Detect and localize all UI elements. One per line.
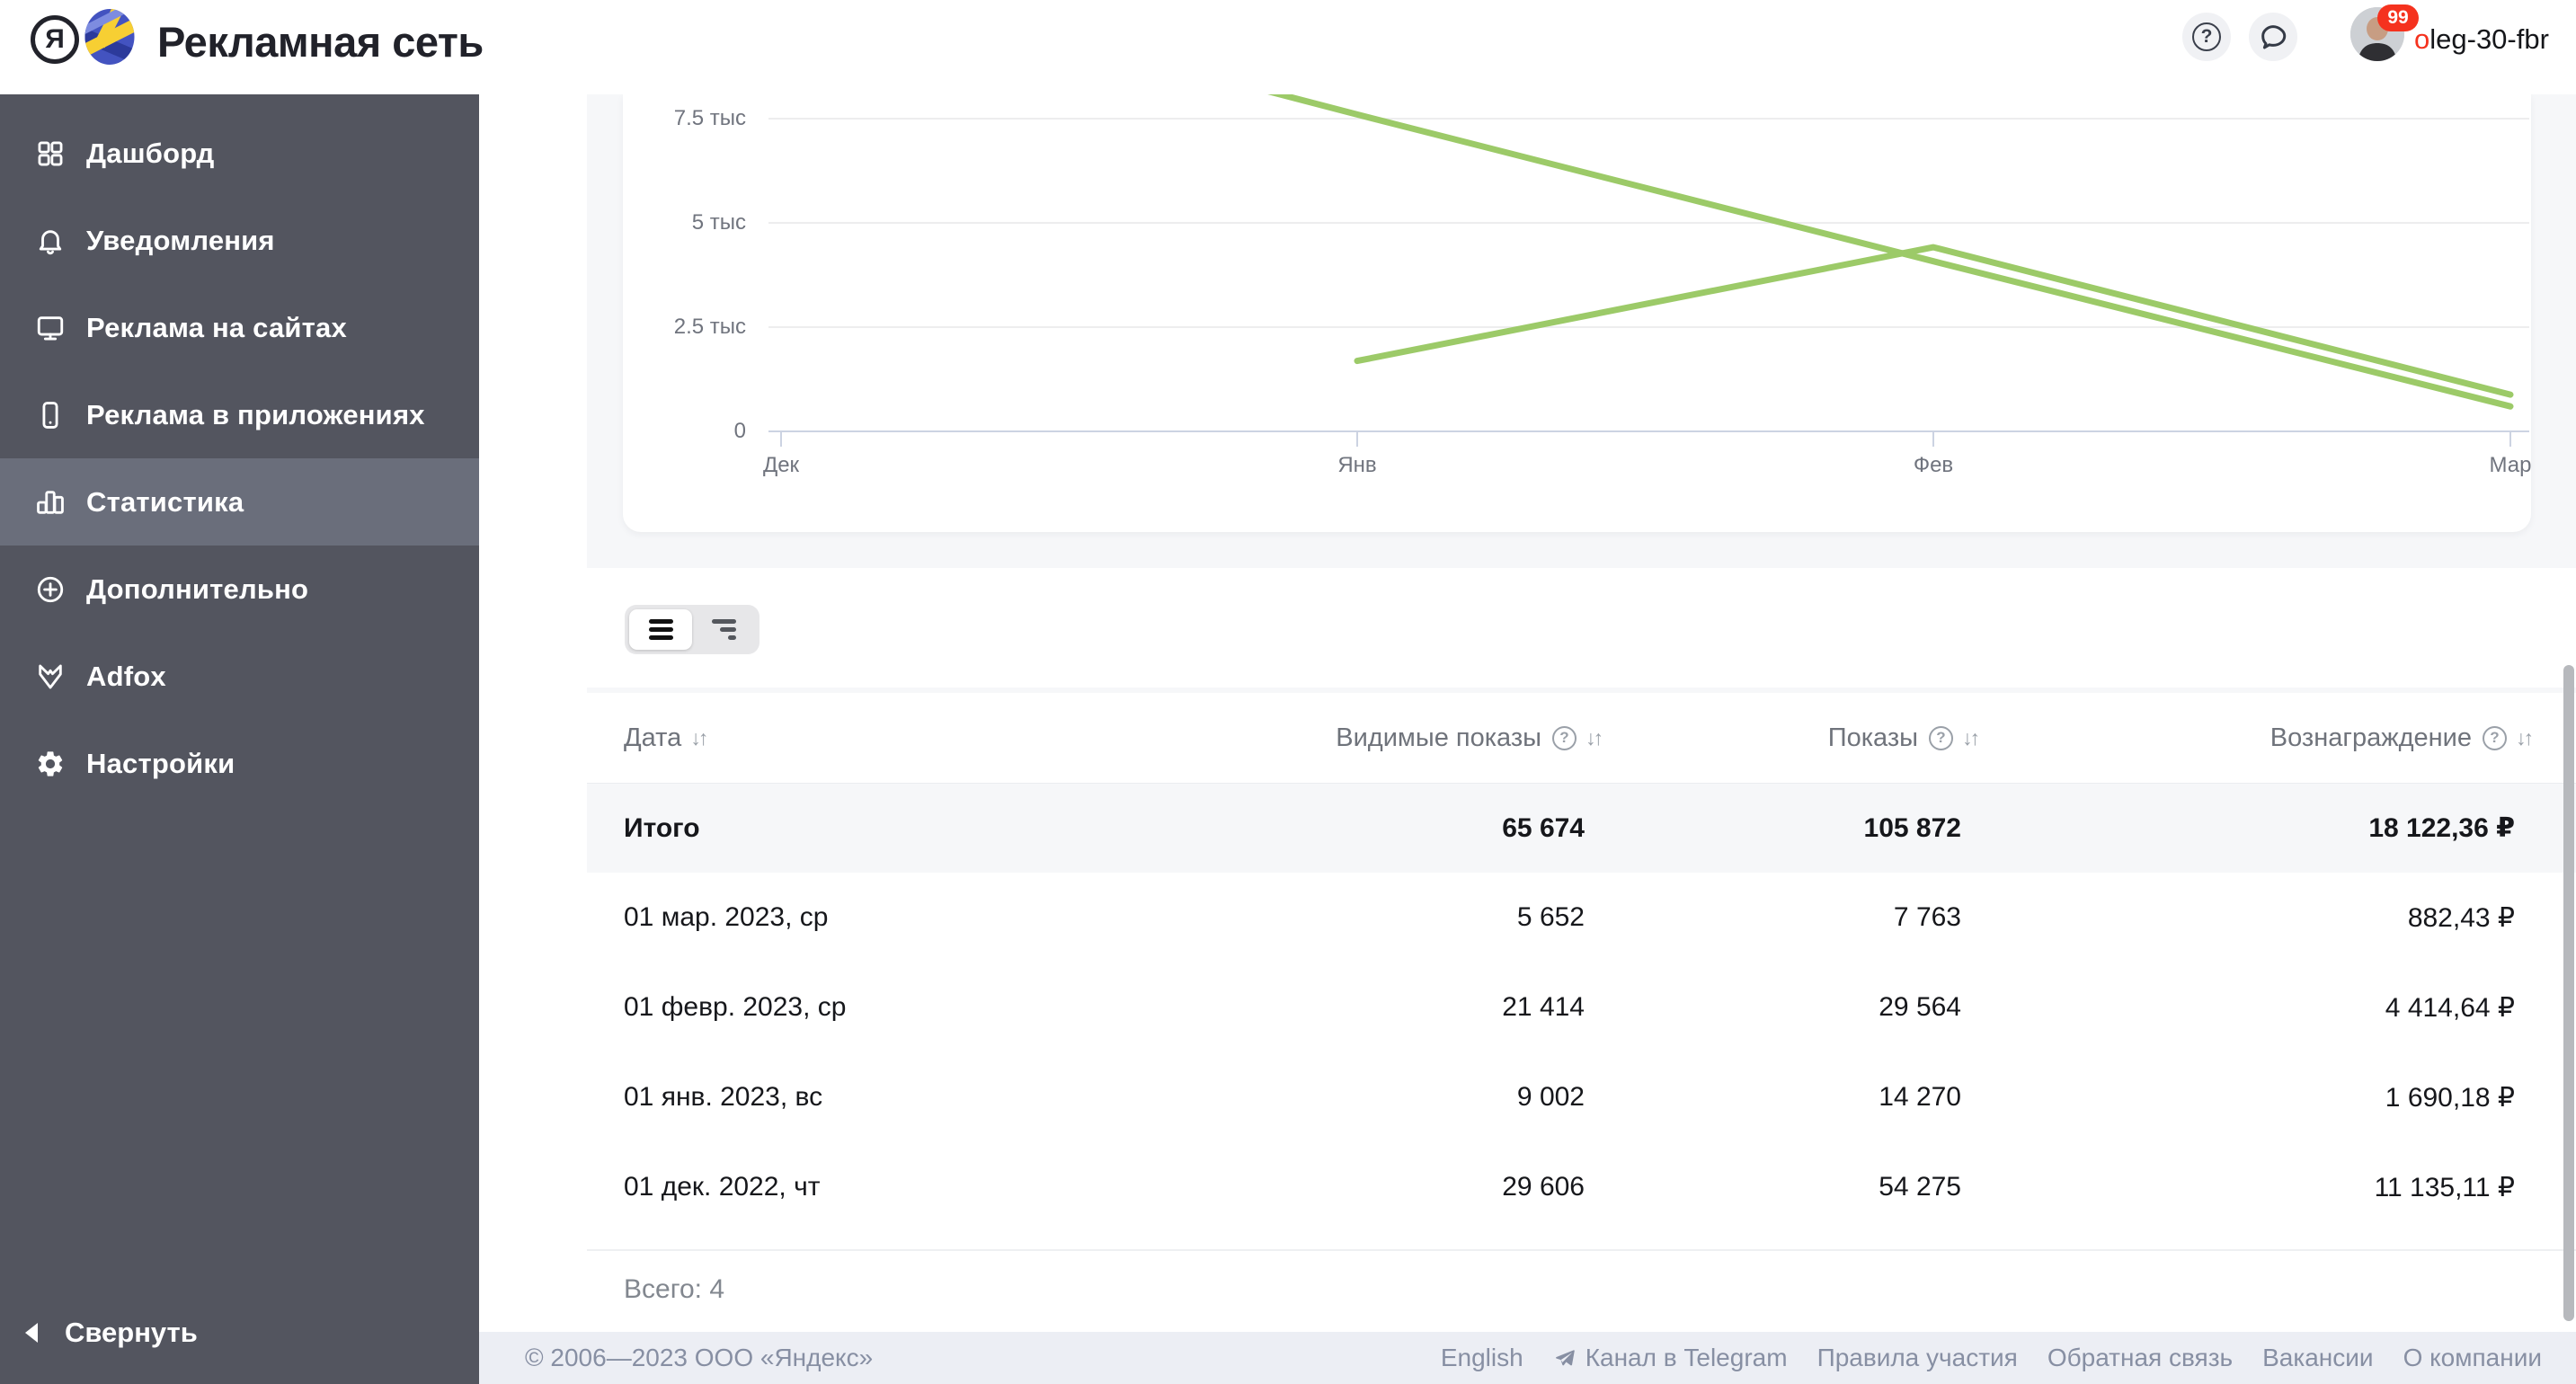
chat-button[interactable]	[2249, 13, 2297, 61]
x-axis-label: Дек	[762, 453, 800, 477]
x-axis-label: Фев	[1913, 453, 1954, 477]
sort-icon[interactable]: ↓↑	[690, 725, 708, 750]
copyright-text: © 2006—2023 ООО «Яндекс»	[525, 1344, 874, 1371]
y-axis-label: 0	[733, 419, 746, 443]
column-header-visible-shows[interactable]: Видимые показы ? ↓↑	[1336, 723, 1603, 752]
sort-icon[interactable]: ↓↑	[2516, 725, 2534, 750]
footer-link-english[interactable]: English	[1440, 1344, 1523, 1371]
total-reward: 18 122,36 ₽	[2368, 813, 2515, 843]
y-axis-label: 2.5 тыс	[673, 315, 746, 339]
top-header: Я Рекламная сеть ? 99 o leg-30-fbr	[0, 0, 2576, 94]
table-footer-divider	[587, 1249, 2576, 1251]
advertising-network-logo-icon[interactable]	[84, 8, 135, 70]
yandex-logo-letter: Я	[45, 24, 65, 54]
table-toolbar	[587, 568, 2576, 688]
question-icon: ?	[2192, 22, 2221, 51]
table-row[interactable]: 01 дек. 2022, чт 29 606 54 275 11 135,11…	[624, 1172, 2515, 1202]
footer-link-jobs[interactable]: Вакансии	[2262, 1344, 2374, 1371]
chart-svg[interactable]	[623, 94, 2531, 532]
column-header-date[interactable]: Дата ↓↑	[624, 723, 708, 752]
x-axis-label: Мар	[2489, 453, 2532, 477]
bar-chart-icon	[34, 486, 67, 519]
table-row-count: Всего: 4	[624, 1274, 725, 1304]
footer-link-telegram[interactable]: Канал в Telegram	[1553, 1344, 1788, 1372]
chart-line-series-b	[1354, 244, 2514, 398]
table-row[interactable]: 01 янв. 2023, вс 9 002 14 270 1 690,18 ₽	[624, 1082, 2515, 1113]
adfox-fox-icon	[34, 661, 67, 693]
help-circle-icon[interactable]: ?	[1552, 725, 1577, 750]
page-footer: © 2006—2023 ООО «Яндекс» English Канал в…	[479, 1332, 2576, 1384]
statistics-chart-card: 7.5 тыс 5 тыс 2.5 тыс 0 Дек Янв Фев Мар	[623, 94, 2531, 532]
total-shows: 105 872	[1863, 812, 1961, 843]
dashboard-grid-icon	[34, 138, 67, 170]
smartphone-icon	[34, 399, 67, 431]
x-axis-label: Янв	[1337, 453, 1377, 477]
total-visible-shows: 65 674	[1502, 812, 1585, 843]
help-circle-icon[interactable]: ?	[1929, 725, 1953, 750]
footer-link-about[interactable]: О компании	[2403, 1344, 2542, 1371]
sidebar-item-ads-in-apps[interactable]: Реклама в приложениях	[0, 371, 479, 458]
footer-link-rules[interactable]: Правила участия	[1817, 1344, 2018, 1371]
sidebar-item-ads-on-sites[interactable]: Реклама на сайтах	[0, 284, 479, 371]
sidebar: Дашборд Уведомления Реклама на сайтах Ре…	[0, 94, 479, 1384]
plus-circle-icon	[34, 573, 67, 606]
help-circle-icon[interactable]: ?	[2483, 725, 2507, 750]
total-label: Итого	[624, 812, 700, 843]
footer-link-feedback[interactable]: Обратная связь	[2047, 1344, 2234, 1371]
chart-line-series-a	[1267, 94, 2514, 410]
chevron-left-icon	[25, 1323, 38, 1343]
page-title: Рекламная сеть	[157, 17, 484, 66]
table-row[interactable]: 01 февр. 2023, ср 21 414 29 564 4 414,64…	[624, 992, 2515, 1023]
sidebar-item-statistics[interactable]: Статистика	[0, 458, 479, 546]
sidebar-item-more[interactable]: Дополнительно	[0, 546, 479, 633]
chat-bubble-icon	[2261, 25, 2287, 49]
sidebar-item-adfox[interactable]: Adfox	[0, 633, 479, 720]
view-toggle	[625, 605, 759, 654]
gear-icon	[34, 748, 67, 780]
sidebar-item-dashboard[interactable]: Дашборд	[0, 110, 479, 197]
username[interactable]: o leg-30-fbr	[2414, 23, 2549, 55]
grouped-view-icon	[711, 616, 736, 644]
help-button[interactable]: ?	[2182, 13, 2231, 61]
statistics-table: Дата ↓↑ Видимые показы ? ↓↑ Показы ? ↓↑ …	[587, 693, 2576, 1332]
y-axis-label: 5 тыс	[691, 210, 746, 235]
table-header-row: Дата ↓↑ Видимые показы ? ↓↑ Показы ? ↓↑ …	[587, 693, 2576, 784]
notification-badge: 99	[2377, 4, 2419, 31]
yandex-logo-icon[interactable]: Я	[31, 15, 79, 64]
table-total-row: Итого 65 674 105 872 18 122,36 ₽	[587, 784, 2576, 873]
sort-icon[interactable]: ↓↑	[1962, 725, 1980, 750]
y-axis-label: 7.5 тыс	[673, 106, 746, 130]
column-header-reward[interactable]: Вознаграждение ? ↓↑	[2270, 723, 2534, 752]
telegram-icon	[1555, 1350, 1575, 1366]
flat-list-view-button[interactable]	[629, 609, 692, 650]
column-header-shows[interactable]: Показы ? ↓↑	[1827, 723, 1980, 752]
list-view-icon	[648, 616, 673, 644]
sort-icon[interactable]: ↓↑	[1586, 725, 1603, 750]
sidebar-item-settings[interactable]: Настройки	[0, 720, 479, 807]
vertical-scrollbar[interactable]	[2563, 665, 2574, 1321]
sidebar-item-notifications[interactable]: Уведомления	[0, 197, 479, 284]
monitor-icon	[34, 312, 67, 344]
grouped-view-button[interactable]	[692, 609, 755, 650]
sidebar-collapse-button[interactable]: Свернуть	[0, 1299, 479, 1367]
bell-icon	[34, 225, 67, 257]
table-row[interactable]: 01 мар. 2023, ср 5 652 7 763 882,43 ₽	[624, 902, 2515, 933]
